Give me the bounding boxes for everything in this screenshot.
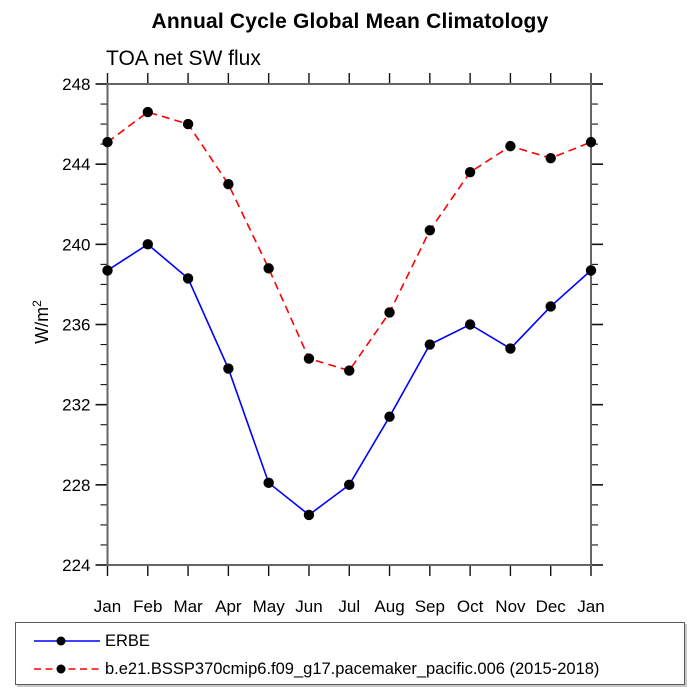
tick-labels: Jan Feb Mar Apr May Jun Jul Aug Sep Oct Nov Dec Jan 2… (62, 75, 605, 616)
x-tick-label: Jul (338, 597, 360, 616)
series-line-erbe (107, 243, 592, 516)
y-tick-label: 236 (62, 316, 90, 335)
axis-ticks (95, 73, 603, 576)
x-tick-label: Aug (374, 597, 404, 616)
legend-item-erbe: ERBE (30, 627, 684, 655)
erbe-line-sample (34, 636, 100, 646)
y-tick-label: 228 (62, 476, 90, 495)
x-tick-label: Oct (457, 597, 484, 616)
series-line-model (107, 111, 592, 372)
chart-title: Annual Cycle Global Mean Climatology (151, 10, 549, 33)
legend-label-erbe: ERBE (105, 631, 150, 650)
x-tick-label: Jan (94, 597, 121, 616)
legend-label-model: b.e21.BSSP370cmip6.f09_g17.pacemaker_pac… (105, 659, 600, 678)
x-tick-label: Feb (133, 597, 162, 616)
model-line-sample (34, 664, 100, 674)
x-tick-label: Apr (215, 597, 242, 616)
x-tick-label: Sep (415, 597, 445, 616)
x-tick-label: Jan (577, 597, 604, 616)
y-tick-label: 248 (62, 75, 90, 94)
y-tick-label: 244 (62, 155, 90, 174)
legend-box: ERBE b.e21.BSSP370cmip6.f09_g17.pacemake… (15, 622, 685, 685)
x-tick-label: May (253, 597, 286, 616)
series-markers-erbe (102, 239, 597, 521)
x-tick-label: Dec (536, 597, 567, 616)
y-tick-label: 240 (62, 235, 90, 254)
plot-frame (106, 83, 592, 566)
x-tick-label: Jun (295, 597, 322, 616)
legend-item-model: b.e21.BSSP370cmip6.f09_g17.pacemaker_pac… (30, 655, 684, 683)
chart-subtitle: TOA net SW flux (106, 47, 261, 70)
series-markers-model (102, 106, 597, 376)
x-tick-label: Nov (495, 597, 526, 616)
y-tick-label: 232 (62, 396, 90, 415)
x-tick-label: Mar (173, 597, 203, 616)
plot-area: Jan Feb Mar Apr May Jun Jul Aug Sep Oct Nov Dec Jan 2… (62, 73, 605, 616)
y-tick-label: 224 (62, 556, 90, 575)
